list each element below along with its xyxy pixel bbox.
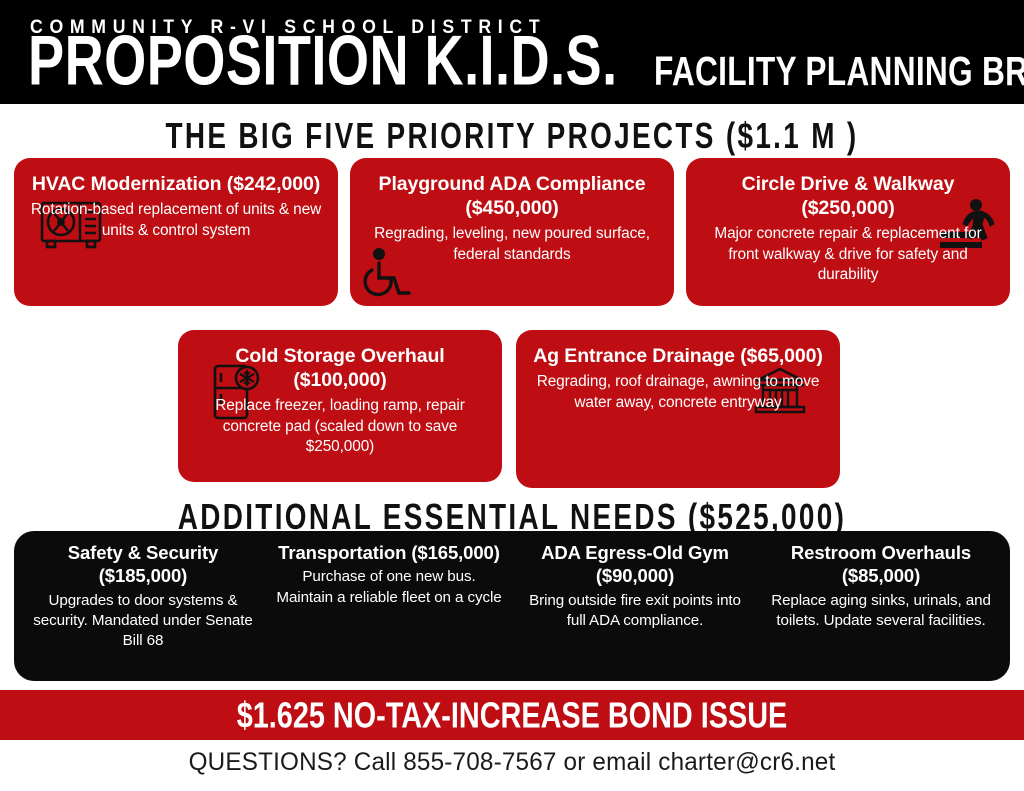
card-title: Cold Storage Overhaul ($100,000) xyxy=(235,345,445,392)
need-item-transportation: Transportation ($165,000) Purchase of on… xyxy=(266,541,512,608)
project-card-hvac: HVAC Modernization ($242,000) Rotation-b… xyxy=(14,158,338,306)
project-card-circle-drive: Circle Drive & Walkway ($250,000) Major … xyxy=(686,158,1010,306)
item-description: Bring outside fire exit points into full… xyxy=(529,591,741,629)
header-banner: COMMUNITY R-VI SCHOOL DISTRICT PROPOSITI… xyxy=(0,0,1024,104)
additional-needs-panel: Safety & Security ($185,000) Upgrades to… xyxy=(14,531,1010,681)
item-description: Replace aging sinks, urinals, and toilet… xyxy=(771,591,991,629)
card-title: Ag Entrance Drainage ($65,000) xyxy=(533,345,823,367)
card-content: HVAC Modernization ($242,000) Rotation-b… xyxy=(14,158,338,306)
item-title: Safety & Security ($185,000) xyxy=(67,542,219,587)
project-card-playground-ada: Playground ADA Compliance ($450,000) Reg… xyxy=(350,158,674,306)
item-title: Transportation ($165,000) xyxy=(278,542,500,563)
need-item-restroom-overhauls: Restroom Overhauls ($85,000) Replace agi… xyxy=(758,541,1004,631)
card-description: Replace freezer, loading ramp, repair co… xyxy=(215,397,465,456)
item-description: Upgrades to door systems & security. Man… xyxy=(33,591,253,650)
item-title: Restroom Overhauls ($85,000) xyxy=(790,542,972,587)
need-item-safety-security: Safety & Security ($185,000) Upgrades to… xyxy=(20,541,266,652)
card-description: Regrading, leveling, new poured surface,… xyxy=(374,225,650,263)
page-subtitle: FACILITY PLANNING BREAKDOWN xyxy=(653,47,1024,95)
project-card-ag-entrance: Ag Entrance Drainage ($65,000) Regrading… xyxy=(516,330,840,488)
page-title: PROPOSITION K.I.D.S. xyxy=(28,21,618,101)
header-title-row: PROPOSITION K.I.D.S. FACILITY PLANNING B… xyxy=(28,26,1024,100)
bond-issue-banner: $1.625 NO-TAX-INCREASE BOND ISSUE xyxy=(0,690,1024,740)
card-description: Major concrete repair & replacement for … xyxy=(714,225,982,284)
card-description: Rotation-based replacement of units & ne… xyxy=(30,201,322,239)
card-description: Regrading, roof drainage, awning to move… xyxy=(536,373,820,411)
section-heading-additional-needs: ADDITIONAL ESSENTIAL NEEDS ($525,000) xyxy=(177,495,847,538)
card-content: Circle Drive & Walkway ($250,000) Major … xyxy=(686,158,1010,306)
project-card-cold-storage: Cold Storage Overhaul ($100,000) Replace… xyxy=(178,330,502,482)
need-item-ada-egress: ADA Egress-Old Gym ($90,000) Bring outsi… xyxy=(512,541,758,631)
item-title: ADA Egress-Old Gym ($90,000) xyxy=(541,542,729,587)
card-content: Playground ADA Compliance ($450,000) Reg… xyxy=(350,158,674,306)
card-title: HVAC Modernization ($242,000) xyxy=(31,173,321,195)
item-description: Purchase of one new bus. Maintain a reli… xyxy=(276,568,502,606)
section-heading-big-five: THE BIG FIVE PRIORITY PROJECTS ($1.1 M ) xyxy=(165,114,859,157)
contact-line: QUESTIONS? Call 855-708-7567 or email ch… xyxy=(188,748,836,776)
card-content: Cold Storage Overhaul ($100,000) Replace… xyxy=(178,330,502,482)
card-content: Ag Entrance Drainage ($65,000) Regrading… xyxy=(516,330,840,488)
district-name: COMMUNITY R-VI SCHOOL DISTRICT xyxy=(30,17,547,38)
card-title: Circle Drive & Walkway ($250,000) xyxy=(741,173,955,220)
card-title: Playground ADA Compliance ($450,000) xyxy=(378,173,646,220)
bond-issue-text: $1.625 NO-TAX-INCREASE BOND ISSUE xyxy=(236,694,788,736)
